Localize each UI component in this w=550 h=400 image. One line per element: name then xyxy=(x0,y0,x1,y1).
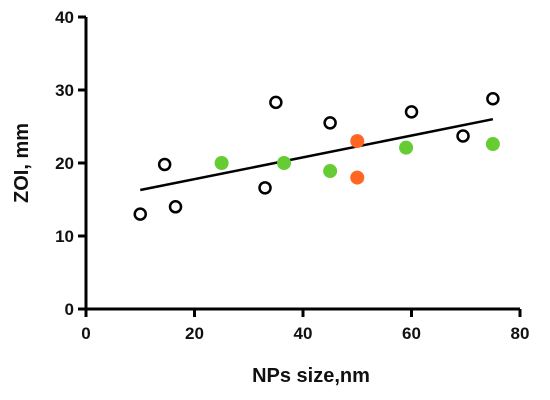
y-tick-label: 20 xyxy=(55,154,74,173)
data-point-filled xyxy=(485,137,500,152)
data-point-filled xyxy=(399,140,414,155)
data-point-open xyxy=(133,207,147,221)
data-point-open xyxy=(168,200,183,214)
trendline xyxy=(140,117,494,192)
data-point-open xyxy=(404,105,419,119)
data-point-open xyxy=(157,157,172,172)
x-tick-label: 60 xyxy=(402,324,421,343)
data-point-filled xyxy=(277,156,292,170)
data-point-open xyxy=(456,129,470,143)
data-point-filled xyxy=(214,156,229,170)
y-tick-label: 40 xyxy=(55,8,74,27)
data-point-open xyxy=(323,116,337,130)
data-point-filled xyxy=(350,170,365,185)
x-tick-label: 0 xyxy=(81,324,90,343)
data-point-filled xyxy=(323,164,338,179)
x-tick-label: 40 xyxy=(294,324,313,343)
y-axis-title: ZOI, mm xyxy=(11,123,33,203)
data-point-open xyxy=(258,181,272,195)
y-tick-label: 30 xyxy=(55,81,74,100)
data-point-open xyxy=(269,95,283,110)
x-axis-title: NPs size,nm xyxy=(252,365,370,387)
x-tick-label: 20 xyxy=(185,324,204,343)
y-tick-label: 10 xyxy=(55,227,74,246)
y-tick-label: 0 xyxy=(65,300,74,319)
data-point-filled xyxy=(350,134,365,149)
data-point-open xyxy=(486,92,500,106)
x-tick-label: 80 xyxy=(511,324,530,343)
